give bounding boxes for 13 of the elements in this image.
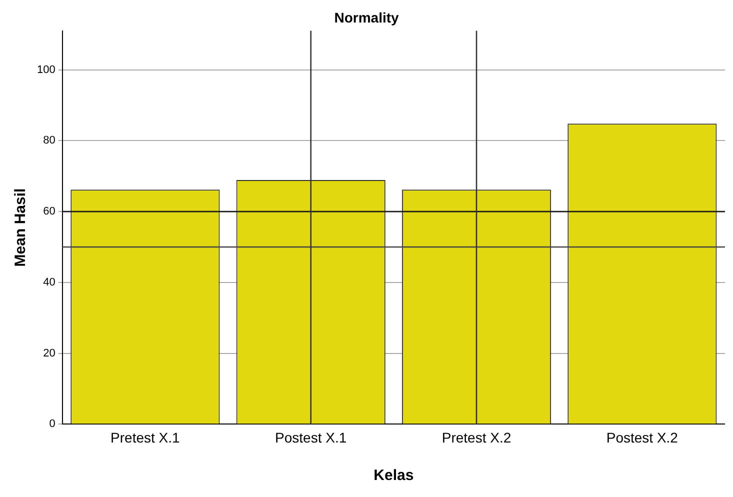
x-tick-label: Pretest X.2 <box>442 429 512 446</box>
chart-title: Normality <box>334 9 399 26</box>
x-tick-label: Pretest X.1 <box>110 429 180 446</box>
y-tick-label: 100 <box>36 64 56 76</box>
y-tick-label: 40 <box>43 276 56 288</box>
y-tick-label: 80 <box>43 134 56 147</box>
x-tick-label: Postest X.2 <box>606 429 678 446</box>
y-tick-label: 20 <box>43 347 56 360</box>
y-axis-title: Mean Hasil <box>12 188 30 267</box>
y-tick-label: 60 <box>43 206 56 218</box>
x-axis-title: Kelas <box>374 467 414 484</box>
x-tick-label: Postest X.1 <box>275 429 347 446</box>
y-tick-label: 0 <box>49 418 56 430</box>
